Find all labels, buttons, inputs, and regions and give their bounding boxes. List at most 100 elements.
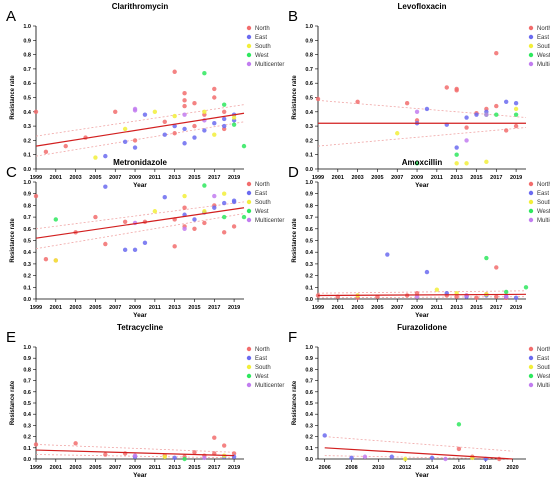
panel-e: E Tetracycline 0.0 0.1 0.2 0.3 0.4 0.5 0.6 0.7 0.8… bbox=[6, 323, 284, 479]
point-north bbox=[33, 109, 39, 115]
point-east bbox=[474, 112, 479, 117]
point-north bbox=[456, 446, 462, 452]
point-west bbox=[221, 102, 227, 107]
point-south bbox=[122, 126, 128, 132]
y-tick-label: 0.9 bbox=[305, 356, 313, 362]
legend-label: West bbox=[255, 53, 269, 59]
legend-marker-south bbox=[246, 364, 252, 370]
y-tick-label: 0.5 bbox=[23, 239, 31, 245]
point-north bbox=[43, 257, 49, 262]
point-north bbox=[494, 50, 499, 56]
x-tick-label: 1999 bbox=[312, 175, 324, 181]
legend-label: East bbox=[537, 191, 549, 197]
y-tick-label: 0.2 bbox=[305, 274, 313, 280]
point-west bbox=[202, 70, 207, 76]
y-tick-label: 0.4 bbox=[23, 250, 32, 256]
point-east bbox=[429, 455, 435, 461]
point-north bbox=[494, 294, 499, 299]
legend-marker-multicenter bbox=[246, 61, 252, 67]
point-north bbox=[122, 219, 128, 224]
y-tick-label: 0.9 bbox=[23, 356, 31, 362]
point-east bbox=[162, 132, 167, 137]
x-axis-label: Year bbox=[415, 182, 429, 189]
ci-lower-line bbox=[35, 121, 245, 157]
legend-marker-west bbox=[528, 52, 534, 58]
y-tick-label: 0.0 bbox=[305, 457, 313, 463]
point-west bbox=[241, 214, 247, 220]
point-east bbox=[454, 145, 459, 150]
y-tick-label: 0.8 bbox=[23, 367, 31, 373]
panel-c: C Metronidazole 0.0 0.1 0.2 0.3 0.4 0.5 0.6 0.7 0.… bbox=[6, 158, 284, 319]
point-north bbox=[103, 452, 108, 457]
x-tick-label: 2009 bbox=[129, 175, 141, 181]
x-tick-label: 2011 bbox=[431, 175, 443, 181]
point-east bbox=[192, 135, 197, 140]
point-north bbox=[212, 86, 217, 92]
point-east bbox=[122, 139, 128, 145]
point-north bbox=[192, 101, 197, 106]
x-tick-label: 2005 bbox=[371, 305, 383, 311]
point-multicenter bbox=[132, 453, 138, 458]
x-tick-label: 2011 bbox=[149, 175, 161, 181]
y-tick-label: 0.4 bbox=[23, 110, 32, 116]
point-east bbox=[231, 198, 237, 203]
x-tick-label: 2011 bbox=[149, 305, 161, 311]
y-tick-label: 0.3 bbox=[305, 423, 313, 429]
point-south bbox=[221, 191, 227, 196]
x-tick-label: 2003 bbox=[69, 465, 81, 471]
point-east bbox=[349, 455, 354, 461]
point-north bbox=[355, 99, 360, 104]
y-axis-label: Resistance rate bbox=[292, 218, 298, 263]
panel-letter: C bbox=[6, 164, 17, 181]
legend-marker-south bbox=[528, 199, 534, 205]
point-multicenter bbox=[464, 293, 469, 298]
x-tick-label: 2018 bbox=[480, 465, 492, 471]
point-west bbox=[523, 285, 529, 290]
point-north bbox=[192, 226, 197, 231]
point-east bbox=[182, 141, 187, 146]
y-axis-label: Resistance rate bbox=[292, 75, 298, 120]
x-tick-label: 2001 bbox=[332, 175, 344, 181]
x-tick-label: 1999 bbox=[30, 305, 42, 311]
panel-letter: F bbox=[288, 329, 297, 346]
x-tick-label: 2005 bbox=[371, 175, 383, 181]
point-south bbox=[434, 287, 440, 292]
legend-marker-south bbox=[528, 43, 534, 49]
x-tick-label: 2017 bbox=[208, 305, 220, 311]
x-tick-label: 2020 bbox=[506, 465, 518, 471]
ci-upper-line bbox=[324, 436, 513, 452]
point-north bbox=[33, 442, 39, 447]
y-tick-label: 1.0 bbox=[23, 180, 31, 186]
legend-marker-west bbox=[246, 208, 252, 214]
ci-upper-line bbox=[317, 99, 527, 118]
y-tick-label: 1.0 bbox=[23, 24, 31, 30]
y-tick-label: 0.2 bbox=[305, 435, 313, 441]
y-tick-label: 0.5 bbox=[305, 401, 313, 407]
point-east bbox=[132, 247, 138, 253]
y-tick-label: 0.2 bbox=[23, 138, 31, 144]
point-north bbox=[33, 193, 39, 199]
x-tick-label: 2015 bbox=[188, 465, 200, 471]
x-tick-label: 2012 bbox=[399, 465, 411, 471]
y-tick-label: 0.1 bbox=[305, 153, 313, 159]
point-east bbox=[172, 455, 177, 461]
point-north bbox=[231, 224, 237, 229]
panel-f: F Furazolidone 0.0 0.1 0.2 0.3 0.4 0.5 0.6 0.7 0.8… bbox=[288, 323, 550, 479]
point-west bbox=[484, 255, 489, 261]
point-multicenter bbox=[484, 112, 489, 117]
legend-marker-multicenter bbox=[528, 382, 534, 388]
point-north bbox=[182, 103, 187, 109]
x-tick-label: 2013 bbox=[451, 305, 463, 311]
point-east bbox=[142, 112, 148, 117]
y-tick-label: 0.8 bbox=[305, 203, 313, 209]
y-tick-label: 0.1 bbox=[305, 285, 313, 291]
point-north bbox=[212, 435, 217, 440]
panel-b: B Levofloxacin 0.0 0.1 0.2 0.3 0.4 0.5 0.6 0.7 0.8… bbox=[288, 2, 550, 189]
x-tick-label: 2015 bbox=[470, 175, 482, 181]
point-west bbox=[53, 217, 59, 222]
point-east bbox=[162, 195, 167, 200]
y-tick-label: 0.4 bbox=[305, 110, 314, 116]
x-tick-label: 2015 bbox=[188, 175, 200, 181]
x-tick-label: 2011 bbox=[431, 305, 443, 311]
